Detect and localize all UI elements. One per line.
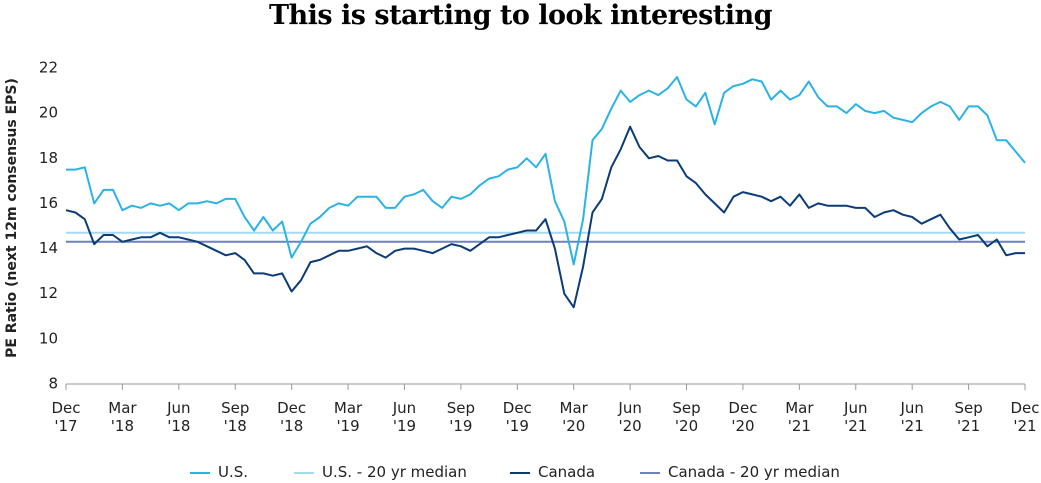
y-tick-label: 12 (39, 284, 58, 302)
legend-label: U.S. - 20 yr median (322, 463, 467, 481)
y-tick-label: 8 (48, 375, 58, 393)
x-tick-label: Mar '21 (785, 399, 814, 435)
x-tick-label: Dec '21 (1010, 399, 1040, 435)
x-tick-label: Jun '19 (392, 399, 417, 435)
x-tick-label: Dec '18 (277, 399, 307, 435)
y-tick-label: 14 (39, 239, 58, 257)
x-tick-label: Sep '21 (954, 399, 983, 435)
x-tick-label: Dec '17 (51, 399, 81, 435)
x-tick-label: Mar '19 (333, 399, 363, 435)
series-line (66, 76, 1026, 266)
legend-label: Canada (538, 463, 596, 481)
x-tick-label: Jun '21 (844, 399, 868, 435)
x-tick-label: Jun '21 (900, 399, 924, 435)
y-tick-label: 18 (39, 149, 58, 167)
x-tick-label: Sep '18 (221, 399, 250, 435)
y-tick-label: 10 (39, 329, 58, 347)
x-tick-label: Jun '18 (167, 399, 191, 435)
x-tick-label: Dec '20 (728, 399, 758, 435)
x-tick-label: Jun '20 (618, 399, 642, 435)
x-tick-label: Mar '20 (559, 399, 588, 435)
x-tick-label: Sep '20 (672, 399, 701, 435)
x-tick-label: Dec '19 (502, 399, 532, 435)
y-tick-label: 20 (39, 104, 58, 122)
y-tick-label: 22 (39, 59, 58, 77)
x-tick-label: Mar '18 (108, 399, 137, 435)
y-axis-label: PE Ratio (next 12m consensus EPS) (4, 78, 20, 358)
legend-label: Canada - 20 yr median (668, 463, 840, 481)
x-tick-label: Sep '19 (446, 399, 476, 435)
y-tick-label: 16 (39, 194, 58, 212)
legend-label: U.S. (218, 463, 249, 481)
series-line (65, 125, 1025, 309)
chart-title: This is starting to look interesting (268, 0, 773, 31)
